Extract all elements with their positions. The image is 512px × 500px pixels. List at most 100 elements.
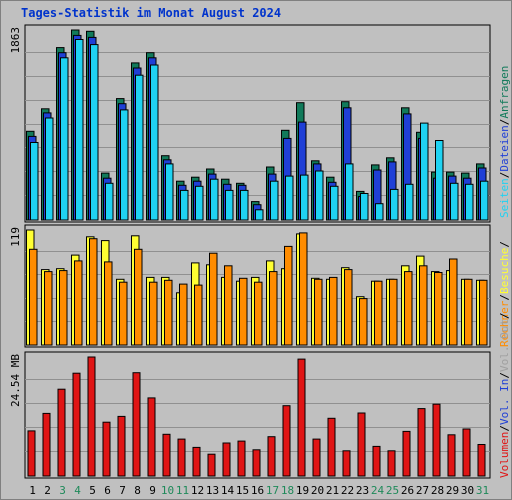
hits-seiten-bar-2 — [45, 117, 54, 221]
hits-seiten-bar-28 — [435, 140, 444, 221]
volume-volumen-bar-23 — [357, 412, 366, 477]
visits-rechner-bar-3 — [59, 270, 68, 346]
visits-rechner-bar-13 — [209, 252, 218, 346]
visits-bars — [26, 229, 488, 346]
x-day-label-14: 14 — [221, 484, 235, 497]
hits-seiten-bar-19 — [300, 174, 309, 221]
legend-volume-part-4: Vol. Out — [498, 319, 511, 372]
hits-seiten-bar-8 — [135, 74, 144, 221]
volume-volumen-bar-4 — [72, 372, 81, 477]
legend-volume-part-0: Volumen — [498, 432, 511, 478]
visits-rechner-bar-4 — [74, 260, 83, 346]
hits-seiten-bar-24 — [375, 203, 384, 221]
legend-visits-part-0: Rechner — [498, 300, 511, 347]
hits-seiten-bar-21 — [330, 185, 339, 221]
visits-rechner-bar-5 — [89, 238, 98, 346]
x-day-label-17: 17 — [266, 484, 279, 497]
legend-visits-part-3: / — [498, 241, 511, 248]
x-day-label-8: 8 — [134, 484, 141, 497]
hits-seiten-bar-10 — [165, 163, 174, 221]
volume-ymax-label: 24.54 MB — [9, 354, 22, 407]
legend-visits-part-2: Besuche — [498, 248, 511, 294]
visits-rechner-bar-21 — [329, 276, 338, 346]
hits-seiten-bar-31 — [480, 180, 489, 221]
x-day-label-5: 5 — [89, 484, 96, 497]
volume-volumen-bar-10 — [162, 433, 171, 477]
volume-volumen-bar-3 — [57, 388, 66, 477]
visits-rechner-bar-12 — [194, 284, 203, 346]
volume-volumen-bar-25 — [387, 450, 396, 477]
x-day-label-12: 12 — [191, 484, 204, 497]
x-day-label-31: 31 — [476, 484, 489, 497]
x-day-label-28: 28 — [431, 484, 444, 497]
visits-rechner-bar-19 — [299, 232, 308, 346]
visits-rechner-bar-28 — [434, 272, 443, 346]
volume-volumen-bar-29 — [447, 434, 456, 477]
legend-volume-part-3: / — [498, 372, 511, 379]
legend-hits-part-1: / — [498, 172, 511, 179]
visits-rechner-bar-6 — [104, 261, 113, 346]
visits-rechner-bar-22 — [344, 269, 353, 346]
visits-rechner-bar-29 — [449, 258, 458, 346]
legend-hits: Seiten/Dateien/Anfragen — [498, 66, 511, 218]
hits-seiten-bar-5 — [90, 44, 99, 221]
legend-hits-part-0: Seiten — [498, 178, 511, 218]
visits-rechner-bar-26 — [404, 271, 413, 346]
legend-visits-part-1: / — [498, 294, 511, 301]
x-day-label-22: 22 — [341, 484, 354, 497]
hits-seiten-bar-25 — [390, 188, 399, 221]
hits-seiten-bar-23 — [360, 193, 369, 221]
hits-seiten-bar-20 — [315, 170, 324, 221]
x-day-label-3: 3 — [59, 484, 66, 497]
hits-seiten-bar-16 — [255, 209, 264, 221]
hits-seiten-bar-22 — [345, 163, 354, 221]
x-day-label-7: 7 — [119, 484, 126, 497]
visits-rechner-bar-15 — [239, 277, 248, 346]
x-day-label-16: 16 — [251, 484, 264, 497]
legend-visits: Rechner/Besuche/ — [498, 241, 511, 347]
volume-volumen-bar-30 — [462, 428, 471, 477]
visits-rechner-bar-14 — [224, 265, 233, 346]
x-day-label-1: 1 — [29, 484, 36, 497]
hits-seiten-bar-1 — [30, 142, 39, 221]
volume-volumen-bar-13 — [207, 453, 216, 477]
hits-seiten-bar-6 — [105, 182, 114, 221]
volume-volumen-bar-2 — [42, 412, 51, 477]
visits-rechner-bar-31 — [479, 279, 488, 346]
x-day-label-18: 18 — [281, 484, 294, 497]
x-day-label-23: 23 — [356, 484, 369, 497]
volume-volumen-bar-18 — [282, 405, 291, 477]
hits-seiten-bar-29 — [450, 182, 459, 221]
hits-ymax-label: 1863 — [9, 27, 22, 54]
volume-volumen-bar-19 — [297, 358, 306, 477]
visits-rechner-bar-18 — [284, 245, 293, 346]
x-day-label-20: 20 — [311, 484, 324, 497]
hits-seiten-bar-14 — [225, 189, 234, 221]
x-day-label-29: 29 — [446, 484, 459, 497]
visits-rechner-bar-1 — [29, 248, 38, 346]
visits-rechner-bar-11 — [179, 283, 188, 346]
volume-volumen-bar-16 — [252, 449, 261, 477]
volume-volumen-bar-24 — [372, 445, 381, 477]
volume-volumen-bar-9 — [147, 397, 156, 477]
legend-volume-part-5: / — [498, 312, 511, 319]
x-day-label-2: 2 — [44, 484, 51, 497]
hits-seiten-bar-17 — [270, 180, 279, 221]
hits-seiten-bar-11 — [180, 189, 189, 221]
x-day-label-19: 19 — [296, 484, 309, 497]
hits-seiten-bar-4 — [75, 39, 84, 221]
legend-hits-part-4: Anfragen — [498, 66, 511, 119]
volume-volumen-bar-22 — [342, 450, 351, 477]
volume-volumen-bar-17 — [267, 436, 276, 477]
volume-volumen-bar-15 — [237, 440, 246, 477]
x-day-label-27: 27 — [416, 484, 429, 497]
visits-rechner-bar-27 — [419, 265, 428, 346]
visits-rechner-bar-7 — [119, 281, 128, 346]
hits-seiten-bar-30 — [465, 183, 474, 221]
hits-bars — [26, 29, 489, 221]
hits-seiten-bar-27 — [420, 122, 429, 221]
volume-volumen-bar-5 — [87, 356, 96, 477]
volume-volumen-bar-7 — [117, 415, 126, 477]
visits-rechner-bar-17 — [269, 271, 278, 346]
